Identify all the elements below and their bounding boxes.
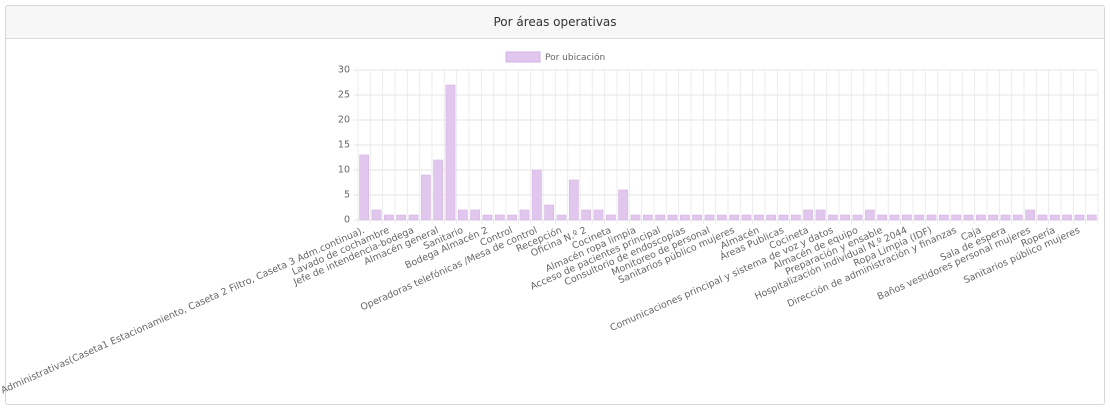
bar (975, 214, 986, 221)
card: Por áreas operativas (5, 5, 1105, 405)
bar (1000, 214, 1011, 221)
bar (901, 214, 912, 221)
bar (741, 214, 752, 221)
bar (568, 179, 579, 221)
bar (1086, 214, 1097, 221)
bar (544, 204, 555, 221)
bar (803, 209, 814, 221)
bar (852, 214, 863, 221)
bar (1025, 209, 1036, 221)
bar (667, 214, 678, 221)
y-tick-label: 0 (344, 215, 350, 226)
bar (877, 214, 888, 221)
bar (605, 214, 616, 221)
bar (1062, 214, 1073, 221)
bar (593, 209, 604, 221)
bar (470, 209, 481, 221)
bar (840, 214, 851, 221)
bar (778, 214, 789, 221)
bar (445, 84, 456, 221)
bar (864, 209, 875, 221)
bar (914, 214, 925, 221)
bar (420, 174, 431, 221)
y-tick-label: 20 (338, 115, 350, 126)
legend-label: Por ubicación (545, 52, 605, 63)
bar (889, 214, 900, 221)
bar (988, 214, 999, 221)
bar (482, 214, 493, 221)
bar (457, 209, 468, 221)
bar (729, 214, 740, 221)
bar (531, 169, 542, 221)
legend-swatch (505, 51, 541, 63)
bar (704, 214, 715, 221)
bar (951, 214, 962, 221)
y-tick-label: 10 (338, 165, 350, 176)
bar (556, 214, 567, 221)
bar (790, 214, 801, 221)
bar (1012, 214, 1023, 221)
bar (396, 214, 407, 221)
card-title: Por áreas operativas (6, 6, 1104, 39)
bar (716, 214, 727, 221)
y-tick-label: 30 (338, 65, 350, 76)
bar (815, 209, 826, 221)
bar (630, 214, 641, 221)
y-tick-label: 15 (338, 140, 350, 151)
bar (581, 209, 592, 221)
bar (766, 214, 777, 221)
bar (408, 214, 419, 221)
bar (507, 214, 518, 221)
x-tick-label: Áreas Administrativas(Caseta1 Estacionam… (0, 224, 366, 408)
bar (926, 214, 937, 221)
bar (692, 214, 703, 221)
bar (433, 159, 444, 221)
bar (655, 214, 666, 221)
bar (359, 154, 370, 221)
bar (1074, 214, 1085, 221)
y-tick-label: 5 (344, 190, 350, 201)
bar (494, 214, 505, 221)
bar (1037, 214, 1048, 221)
bar (753, 214, 764, 221)
bar (1049, 214, 1060, 221)
bar (371, 209, 382, 221)
bar (519, 209, 530, 221)
bar (618, 189, 629, 221)
bar (642, 214, 653, 221)
bar (963, 214, 974, 221)
bar (938, 214, 949, 221)
y-tick-label: 25 (338, 90, 350, 101)
bar (827, 214, 838, 221)
bar (383, 214, 394, 221)
bar (679, 214, 690, 221)
